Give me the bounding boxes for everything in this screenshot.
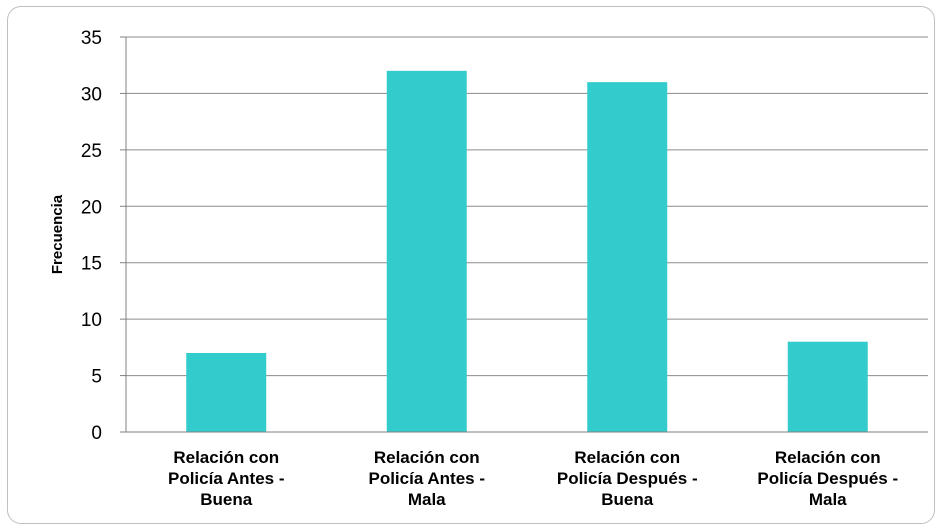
x-tick-labels: Relación con Policía Antes -Buena Relación… xyxy=(168,448,898,509)
y-tick-label: 30 xyxy=(81,84,102,105)
x-tick-label: Relación con Policía Después -Mala xyxy=(757,448,898,509)
chart-frame xyxy=(7,6,935,524)
y-tick-label: 35 xyxy=(81,28,102,49)
y-tick-labels: 0 5 10 15 20 25 30 35 xyxy=(81,28,126,444)
y-tick-label: 15 xyxy=(81,254,102,275)
x-tick-label: Relación con Policía Antes -Mala xyxy=(368,448,485,509)
bar xyxy=(787,341,868,432)
x-tick-label: Relación con Policía Después -Buena xyxy=(557,448,698,509)
y-tick-label: 25 xyxy=(81,141,102,162)
gridlines xyxy=(126,36,928,377)
y-axis-title: Frecuencia xyxy=(49,194,66,274)
bar xyxy=(587,82,668,433)
y-tick-label: 5 xyxy=(91,367,102,388)
y-tick-label: 0 xyxy=(91,423,102,444)
bar xyxy=(186,353,267,432)
y-tick-label: 20 xyxy=(81,197,102,218)
y-tick-label: 10 xyxy=(81,310,102,331)
bar xyxy=(386,70,467,432)
bars xyxy=(186,70,868,433)
x-tick-label: Relación con Policía Antes -Buena xyxy=(168,448,285,509)
